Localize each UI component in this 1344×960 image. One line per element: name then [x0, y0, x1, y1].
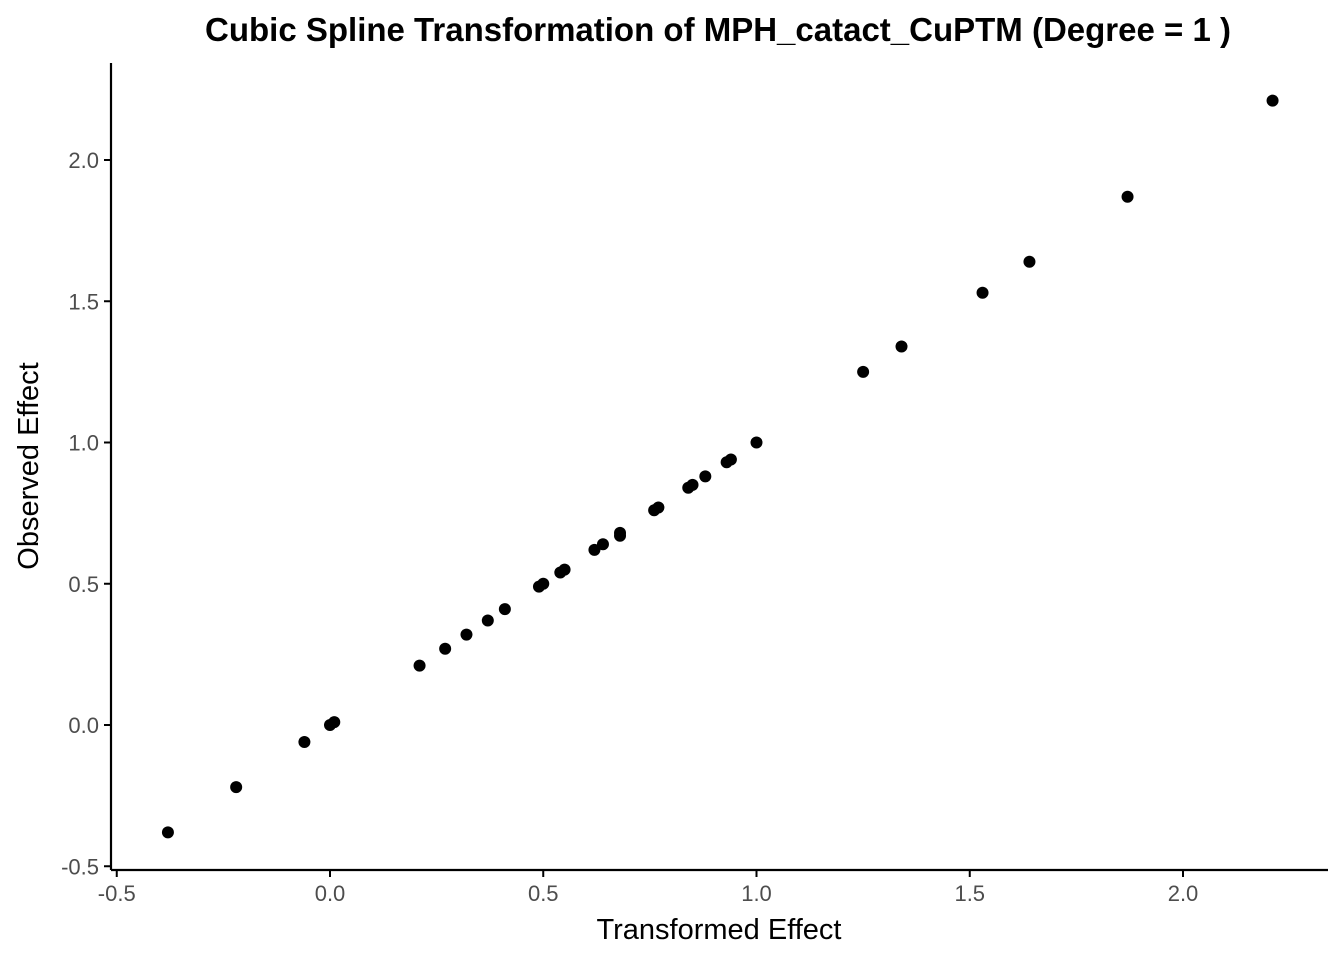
data-point: [857, 365, 870, 378]
y-tick-label: -0.5: [61, 854, 99, 879]
y-tick-label: 1.0: [68, 431, 99, 456]
data-point: [652, 501, 665, 514]
x-axis-title: Transformed Effect: [597, 914, 842, 946]
data-point: [481, 614, 494, 627]
x-tick-label: 1.0: [741, 881, 772, 906]
data-point: [699, 470, 712, 483]
data-point: [537, 577, 550, 590]
y-tick-label: 1.5: [68, 289, 99, 314]
data-point: [498, 603, 511, 616]
data-point: [750, 436, 763, 449]
data-point: [298, 735, 311, 748]
data-point: [596, 538, 609, 551]
x-tick-label: 0.5: [528, 881, 559, 906]
data-point: [686, 478, 699, 491]
data-point: [328, 716, 341, 729]
x-axis-ticks: -0.5 0.0 0.5 1.0 1.5 2.0: [98, 870, 1199, 906]
data-point: [588, 543, 601, 556]
data-point: [413, 659, 426, 672]
y-axis-ticks: -0.5 0.0 0.5 1.0 1.5 2.0: [61, 148, 111, 879]
data-point: [614, 526, 627, 539]
data-point: [1121, 190, 1134, 203]
y-tick-label: 0.5: [68, 572, 99, 597]
data-point: [460, 628, 473, 641]
data-point: [230, 781, 243, 794]
data-point: [439, 642, 452, 655]
data-point: [895, 340, 908, 353]
chart-title: Cubic Spline Transformation of MPH_catac…: [205, 11, 1231, 48]
data-points: [161, 94, 1279, 839]
data-point: [161, 826, 174, 839]
y-tick-label: 0.0: [68, 713, 99, 738]
data-point: [976, 286, 989, 299]
x-tick-label: 0.0: [315, 881, 346, 906]
y-tick-label: 2.0: [68, 148, 99, 173]
data-point: [558, 563, 571, 576]
data-point: [1023, 255, 1036, 268]
x-tick-label: 2.0: [1168, 881, 1199, 906]
y-axis-title: Observed Effect: [13, 362, 45, 569]
data-point: [724, 453, 737, 466]
x-tick-label: -0.5: [98, 881, 136, 906]
x-tick-label: 1.5: [954, 881, 985, 906]
data-point: [1266, 94, 1279, 107]
